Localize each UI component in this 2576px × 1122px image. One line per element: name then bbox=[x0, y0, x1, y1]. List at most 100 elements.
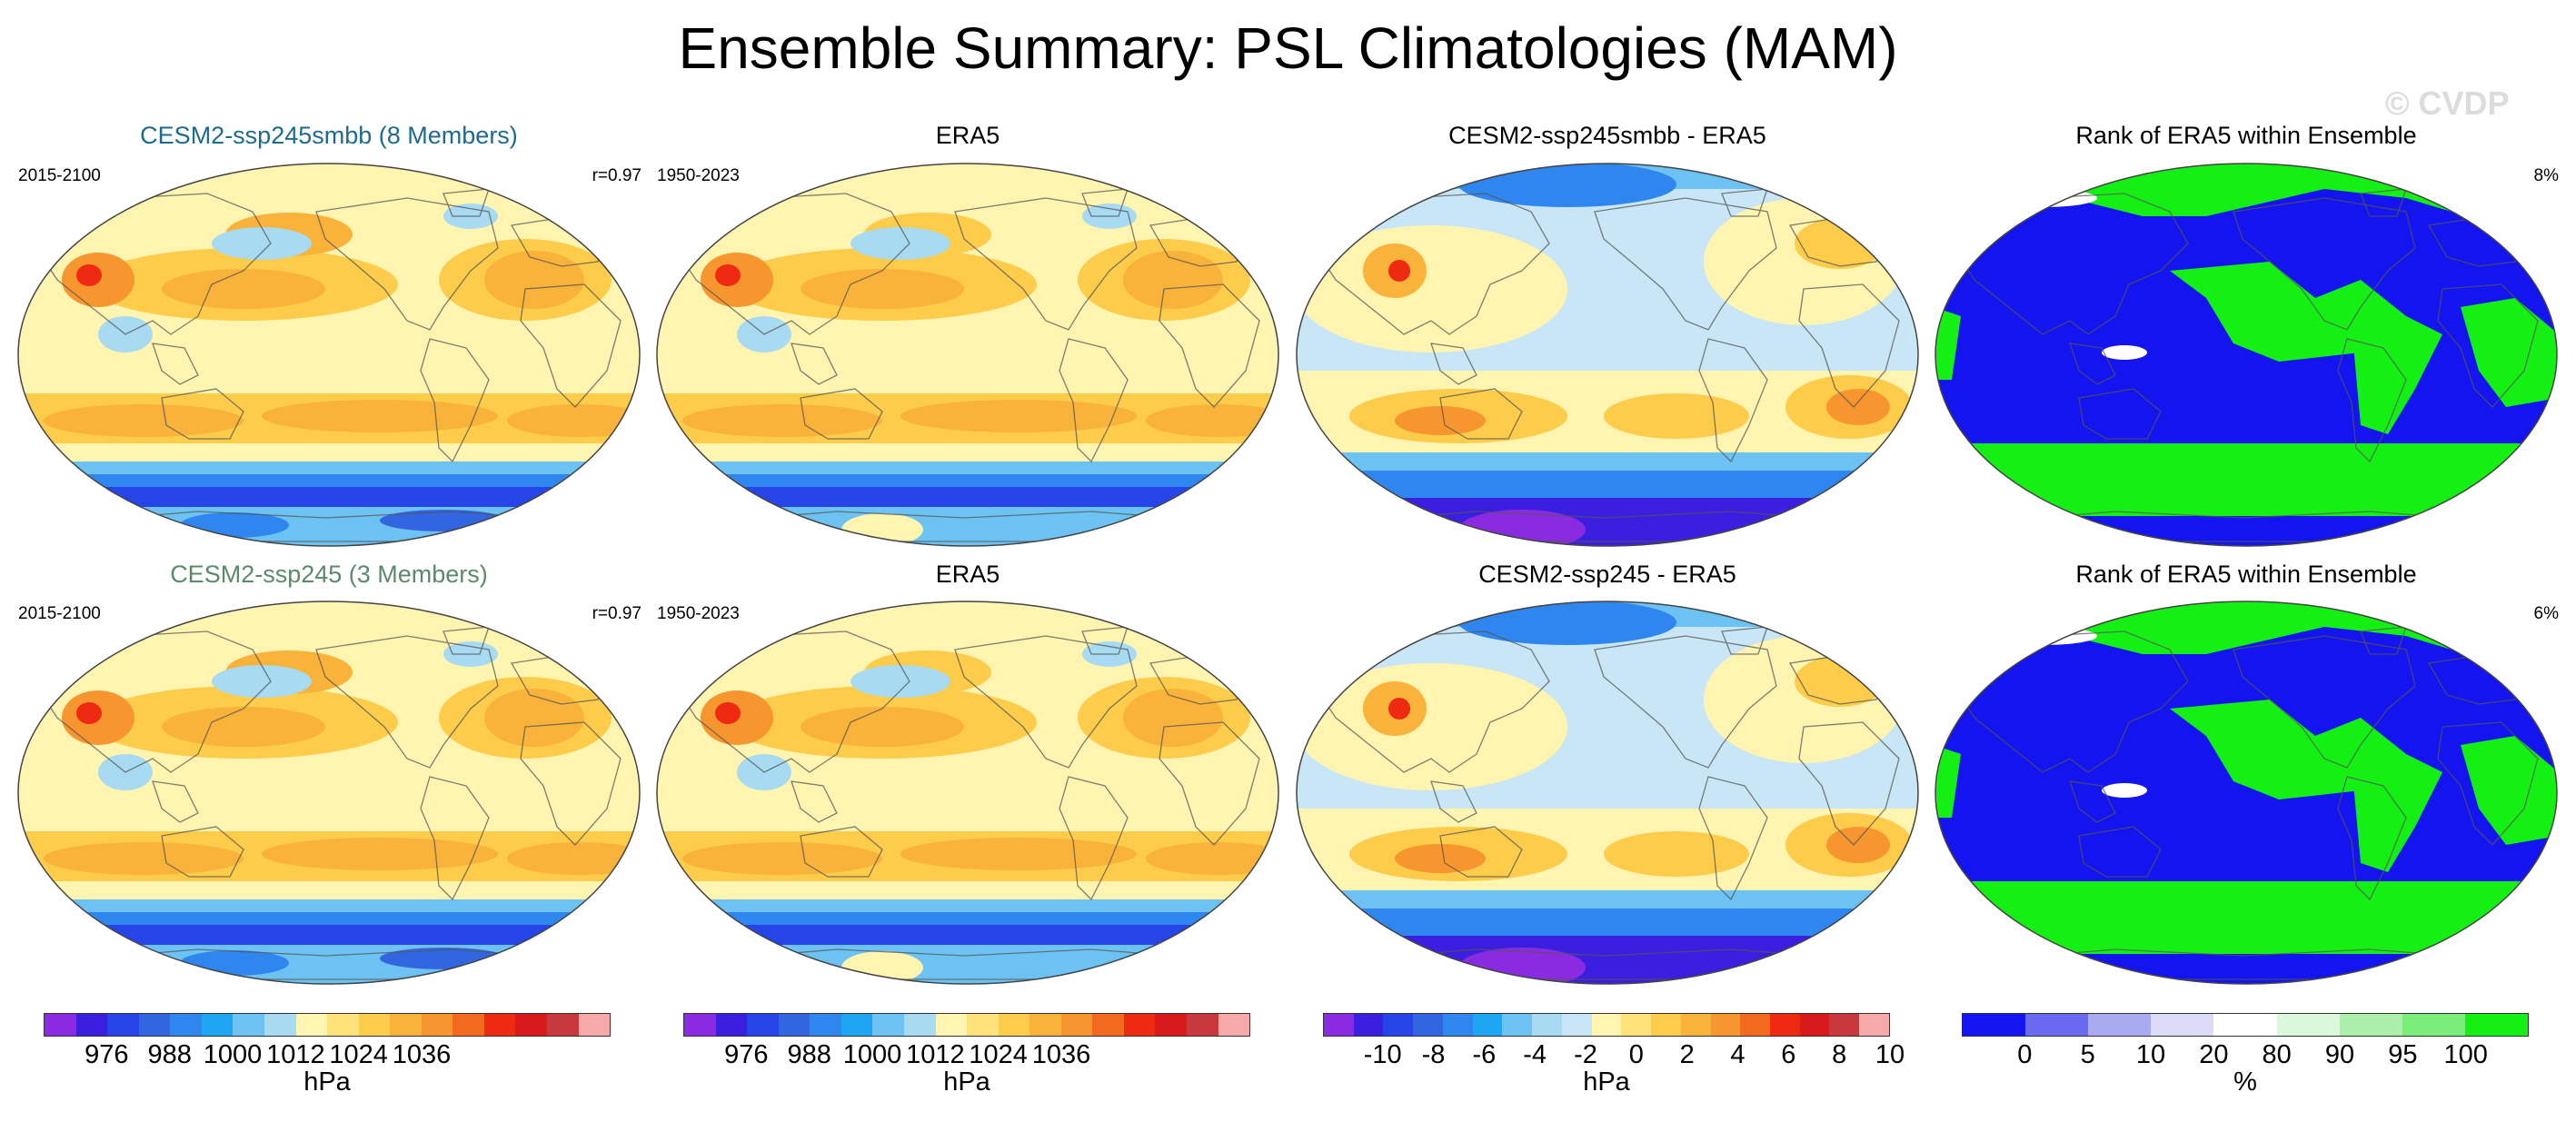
coastline-namerica bbox=[1594, 197, 1777, 331]
colorbar-tick-label: 1036 bbox=[1031, 1040, 1091, 1069]
colorbar-tick-label: 988 bbox=[787, 1040, 831, 1069]
coastline-australia bbox=[2078, 388, 2162, 440]
panel-r1-c3-map bbox=[1296, 163, 1919, 547]
cvdp-watermark: © CVDP bbox=[2385, 84, 2510, 122]
coastline-asia bbox=[1317, 631, 1550, 773]
colorbar-swatch bbox=[170, 1014, 202, 1036]
coastline-africa bbox=[1798, 283, 1900, 408]
colorbar-swatch bbox=[358, 1014, 391, 1036]
coastline-asia bbox=[677, 631, 910, 773]
colorbar-swatch bbox=[1123, 1014, 1156, 1036]
colorbar-unit: hPa bbox=[943, 1067, 990, 1097]
coastline-samerica bbox=[1059, 776, 1129, 901]
colorbar-swatch bbox=[1060, 1014, 1093, 1036]
colorbar-tick-label: 95 bbox=[2388, 1040, 2418, 1069]
coastline-seasia bbox=[1430, 780, 1477, 823]
coastline-asia bbox=[677, 193, 910, 335]
colorbar-tick-label: 8 bbox=[1832, 1040, 1847, 1069]
colorbar-swatch bbox=[1155, 1014, 1187, 1036]
colorbar-swatch bbox=[1472, 1014, 1503, 1036]
coastline-australia bbox=[2078, 826, 2162, 878]
coastline-seasia bbox=[152, 343, 199, 385]
coastline-africa bbox=[520, 721, 622, 846]
colorbar-tick-label: -4 bbox=[1523, 1040, 1547, 1069]
panel-r1-c2-title: ERA5 bbox=[935, 122, 1000, 149]
colorbar-swatch bbox=[967, 1014, 999, 1036]
colorbar-swatch bbox=[327, 1014, 359, 1036]
colorbar-swatch bbox=[872, 1014, 904, 1036]
colorbar-swatch bbox=[998, 1014, 1030, 1036]
panel-r1-c1-stat: r=0.97 bbox=[592, 166, 642, 185]
colorbar-3 bbox=[1323, 1013, 1890, 1037]
colorbar-swatch bbox=[2276, 1014, 2340, 1036]
colorbar-swatch bbox=[1680, 1014, 1711, 1036]
colorbar-swatch bbox=[1561, 1014, 1592, 1036]
colorbar-tick-label: 80 bbox=[2262, 1040, 2292, 1069]
colorbar-swatch bbox=[1218, 1014, 1250, 1036]
colorbar-swatch bbox=[1413, 1014, 1443, 1036]
colorbar-swatch bbox=[515, 1014, 547, 1036]
panel-r1-c2-period: 1950-2023 bbox=[657, 166, 740, 185]
coastline-greenland bbox=[1721, 626, 1768, 655]
colorbar-tick-label: 90 bbox=[2324, 1040, 2355, 1069]
panel-r2-c1-stat: r=0.97 bbox=[592, 604, 642, 623]
coastline-greenland bbox=[1081, 626, 1129, 655]
coastline-seasia bbox=[1430, 343, 1477, 385]
colorbar-swatch bbox=[2339, 1014, 2402, 1036]
coastline-australia bbox=[161, 388, 244, 440]
panel-r2-c4-title: Rank of ERA5 within Ensemble bbox=[2075, 561, 2417, 588]
colorbar-tick-label: 10 bbox=[1875, 1040, 1905, 1069]
colorbar-tick-label: 0 bbox=[2017, 1040, 2033, 1069]
coastline-greenland bbox=[1081, 188, 1129, 217]
coastline-namerica bbox=[954, 197, 1138, 331]
colorbar-swatch bbox=[75, 1014, 108, 1036]
coastline-asia bbox=[38, 631, 272, 773]
coastline-australia bbox=[161, 826, 244, 878]
coastline-namerica bbox=[954, 635, 1138, 769]
panel-r1-c4-stat: 8% bbox=[2533, 166, 2559, 185]
panel-r1-c1-map bbox=[17, 163, 641, 547]
colorbar-swatch bbox=[45, 1014, 76, 1036]
coastline-namerica bbox=[1594, 635, 1777, 769]
colorbar-swatch bbox=[138, 1014, 171, 1036]
colorbar-swatch bbox=[1621, 1014, 1652, 1036]
colorbar-tick-label: -10 bbox=[1363, 1040, 1402, 1069]
colorbar-swatch bbox=[453, 1014, 484, 1036]
colorbar-tick-label: 10 bbox=[2135, 1040, 2166, 1069]
colorbar-swatch bbox=[935, 1014, 968, 1036]
panel-r1-c4-title: Rank of ERA5 within Ensemble bbox=[2075, 122, 2417, 149]
panel-r1-c1-period: 2015-2100 bbox=[18, 166, 101, 185]
coastline-asia bbox=[1955, 631, 2189, 773]
coastline-namerica bbox=[315, 635, 499, 769]
colorbar-swatch bbox=[2402, 1014, 2465, 1036]
colorbar-tick-label: 1012 bbox=[906, 1040, 965, 1069]
colorbar-swatch bbox=[1963, 1014, 2026, 1036]
colorbar-unit: % bbox=[2233, 1067, 2257, 1097]
colorbar-swatch bbox=[810, 1014, 841, 1036]
colorbar-tick-label: 1024 bbox=[969, 1040, 1028, 1069]
colorbar-tick-label: -2 bbox=[1574, 1040, 1597, 1069]
coastline-asia bbox=[1317, 193, 1550, 335]
coastline-samerica bbox=[2337, 776, 2407, 901]
colorbar-swatch bbox=[2464, 1014, 2528, 1036]
coastline-australia bbox=[1439, 388, 1523, 440]
colorbar-swatch bbox=[715, 1014, 748, 1036]
coastline-seasia bbox=[2069, 780, 2116, 823]
coastline-africa bbox=[520, 283, 622, 408]
panel-r1-c4-map bbox=[1934, 163, 2558, 547]
colorbar-swatch bbox=[778, 1014, 811, 1036]
colorbar-swatch bbox=[107, 1014, 139, 1036]
colorbar-4 bbox=[1962, 1013, 2529, 1037]
coastline-seasia bbox=[2069, 343, 2116, 385]
coastline-samerica bbox=[1059, 338, 1129, 463]
colorbar-swatch bbox=[2025, 1014, 2089, 1036]
panel-r2-c1-title: CESM2-ssp245 (3 Members) bbox=[170, 561, 488, 588]
coastline-africa bbox=[1159, 721, 1260, 846]
colorbar-tick-label: 4 bbox=[1730, 1040, 1746, 1069]
coastline-seasia bbox=[791, 343, 838, 385]
coastline-namerica bbox=[2233, 197, 2416, 331]
colorbar-swatch bbox=[1740, 1014, 1771, 1036]
colorbar-swatch bbox=[1799, 1014, 1830, 1036]
coastline-namerica bbox=[315, 197, 499, 331]
colorbar-swatch bbox=[1532, 1014, 1562, 1036]
